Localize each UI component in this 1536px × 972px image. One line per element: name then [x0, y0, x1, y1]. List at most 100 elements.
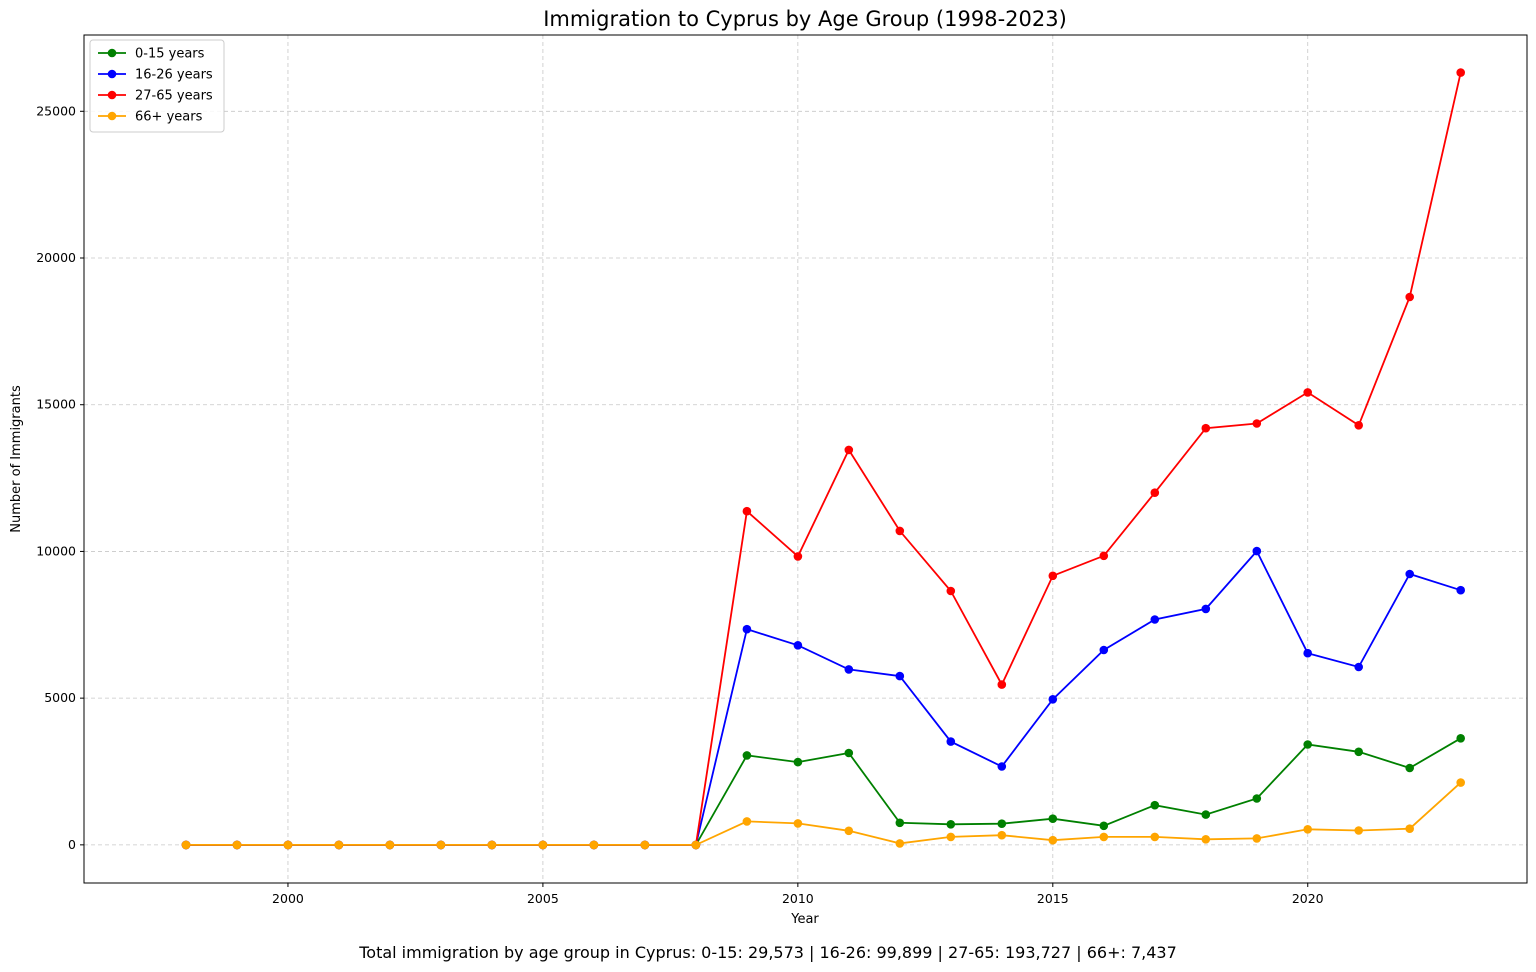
data-point: [1303, 388, 1312, 397]
data-point: [1150, 488, 1160, 498]
data-point: [895, 839, 905, 848]
data-point: [589, 840, 599, 850]
data-point: [691, 840, 701, 850]
data-point: [1201, 835, 1211, 844]
data-point: [1252, 794, 1262, 803]
data-point: [997, 819, 1007, 828]
data-point: [1456, 778, 1465, 787]
data-point: [844, 748, 854, 758]
footnote: Total immigration by age group in Cyprus…: [358, 943, 1177, 962]
y-tick-label: 10000: [36, 543, 76, 558]
data-point: [1048, 571, 1058, 581]
data-point: [1405, 763, 1414, 773]
series-66-years: [181, 778, 1465, 850]
x-tick-label: 2015: [1037, 891, 1069, 906]
data-point: [946, 832, 956, 842]
legend: 0-15 years 16-26 years 27-65 years 66+ year…: [89, 39, 225, 133]
data-point: [742, 751, 752, 760]
data-point: [1405, 569, 1414, 579]
data-point: [997, 680, 1007, 689]
x-axis-ticks: 2000 2005 2010 2015 2020: [272, 883, 1324, 906]
data-point: [1405, 292, 1414, 302]
data-point: [844, 826, 854, 836]
data-point: [1150, 800, 1160, 810]
x-tick-label: 2020: [1292, 891, 1324, 906]
data-point: [895, 526, 905, 536]
data-point: [895, 818, 905, 828]
data-point: [1354, 421, 1363, 430]
data-point: [1354, 662, 1363, 672]
data-point: [793, 552, 803, 561]
grid-lines: [84, 35, 1527, 883]
series-line: [186, 781, 1462, 846]
legend-marker: [107, 48, 117, 58]
data-point: [844, 445, 854, 455]
legend-marker: [107, 111, 117, 121]
data-point: [1099, 645, 1109, 655]
data-point: [1048, 695, 1058, 704]
y-tick-label: 20000: [36, 250, 76, 265]
data-point: [1099, 832, 1109, 842]
data-point: [793, 819, 803, 828]
data-point: [1303, 648, 1312, 658]
data-point: [334, 840, 344, 850]
data-point: [232, 840, 242, 850]
data-point: [538, 840, 548, 850]
data-point: [1303, 825, 1312, 834]
data-point: [1201, 810, 1211, 819]
data-point: [946, 737, 956, 746]
data-point: [742, 506, 752, 516]
data-point: [844, 665, 854, 674]
data-point: [1099, 821, 1109, 831]
y-tick-label: 5000: [44, 690, 76, 705]
data-point: [1201, 604, 1211, 614]
data-point: [1150, 615, 1160, 624]
legend-label: 16-26 years: [135, 68, 213, 83]
data-point: [1303, 740, 1312, 749]
legend-label: 0-15 years: [135, 47, 205, 62]
series-0-15-years: [181, 734, 1465, 850]
legend-label: 27-65 years: [135, 89, 213, 104]
data-point: [181, 840, 191, 850]
data-point: [1354, 826, 1363, 835]
data-point: [946, 820, 956, 829]
data-point: [640, 840, 650, 850]
data-point: [1354, 747, 1363, 757]
data-point: [1456, 585, 1465, 595]
legend-marker: [107, 69, 117, 79]
data-point: [997, 762, 1007, 771]
legend-marker: [107, 90, 117, 100]
x-tick-label: 2000: [272, 891, 304, 906]
data-point: [487, 840, 497, 850]
data-point: [946, 586, 956, 596]
series-line: [186, 737, 1462, 846]
data-point: [793, 757, 803, 767]
series-27-65-years: [181, 68, 1465, 850]
data-point: [742, 817, 752, 826]
plot-frame: [83, 34, 1528, 884]
data-point: [895, 671, 905, 681]
data-point: [1252, 834, 1262, 843]
x-axis-label: Year: [790, 912, 819, 927]
data-point: [742, 624, 752, 634]
data-point: [283, 840, 293, 850]
series-layer: [181, 68, 1465, 850]
data-point: [1048, 814, 1058, 823]
legend-label: 66+ years: [135, 110, 203, 125]
y-axis-ticks: 0 5000 10000 15000 20000 25000: [36, 103, 84, 852]
x-tick-label: 2010: [782, 891, 814, 906]
data-point: [793, 641, 803, 650]
y-tick-label: 25000: [36, 103, 76, 118]
data-point: [1048, 835, 1058, 845]
data-point: [1201, 423, 1211, 433]
data-point: [436, 840, 446, 850]
y-tick-label: 15000: [36, 397, 76, 412]
data-point: [1150, 832, 1160, 842]
y-axis-label: Number of Immigrants: [9, 385, 24, 533]
data-point: [1456, 734, 1465, 743]
legend-box: [89, 39, 225, 133]
data-point: [385, 840, 395, 850]
series-line: [186, 72, 1462, 846]
x-tick-label: 2005: [527, 891, 559, 906]
